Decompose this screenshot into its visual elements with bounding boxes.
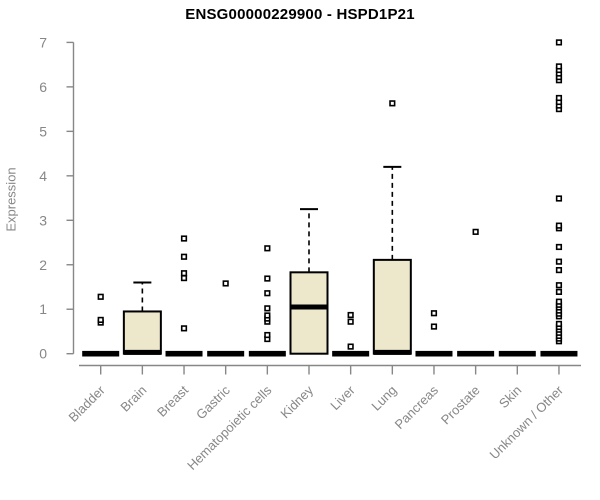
x-tick-label: Prostate bbox=[438, 383, 483, 428]
collapsed-box-gastric bbox=[207, 350, 245, 357]
outlier-point bbox=[264, 305, 271, 312]
outlier-point bbox=[430, 323, 438, 330]
outlier-point bbox=[430, 310, 438, 317]
box-kidney bbox=[289, 271, 329, 355]
y-tick-label: 4 bbox=[39, 168, 47, 184]
outlier-point bbox=[555, 282, 563, 289]
outlier-point bbox=[347, 311, 354, 319]
outlier-point bbox=[264, 290, 271, 297]
outlier-point bbox=[555, 258, 563, 265]
outlier-point bbox=[222, 280, 229, 287]
x-tick-label: Unknown / Other bbox=[486, 382, 566, 462]
collapsed-box-breast bbox=[165, 350, 203, 357]
x-tick-label: Bladder bbox=[66, 382, 109, 425]
x-tick-label: Kidney bbox=[277, 382, 316, 421]
y-tick-label: 3 bbox=[39, 212, 47, 228]
y-tick-label: 5 bbox=[39, 123, 47, 139]
x-tick-label: Brain bbox=[117, 383, 149, 415]
x-tick-label: Breast bbox=[154, 382, 191, 419]
x-tick-label: Skin bbox=[496, 383, 524, 411]
chart-title: ENSG00000229900 - HSPD1P21 bbox=[185, 6, 415, 23]
x-tick-label: Gastric bbox=[193, 382, 233, 422]
box-brain bbox=[122, 310, 162, 355]
collapsed-box-prostate bbox=[457, 350, 495, 357]
outlier-point bbox=[389, 100, 396, 107]
outlier-point bbox=[180, 325, 188, 332]
outlier-point bbox=[264, 245, 271, 252]
collapsed-box-hematopoietic-cells bbox=[248, 350, 286, 357]
y-tick-label: 2 bbox=[39, 257, 47, 273]
collapsed-box-unknown-other bbox=[540, 350, 578, 357]
outlier-point bbox=[555, 243, 563, 251]
outlier-point bbox=[264, 331, 271, 339]
outlier-point bbox=[555, 195, 563, 202]
y-tick-label: 7 bbox=[39, 34, 47, 50]
outlier-point bbox=[97, 316, 104, 324]
collapsed-box-pancreas bbox=[415, 350, 453, 357]
outlier-point bbox=[555, 266, 563, 274]
x-tick-label: Liver bbox=[327, 382, 358, 413]
collapsed-box-liver bbox=[332, 350, 370, 357]
outlier-point bbox=[264, 275, 271, 282]
x-tick-label: Lung bbox=[368, 383, 399, 414]
collapsed-box-skin bbox=[498, 350, 536, 357]
y-tick-label: 0 bbox=[39, 346, 47, 362]
outlier-point bbox=[555, 63, 563, 70]
outlier-point bbox=[555, 298, 563, 305]
outlier-point bbox=[180, 270, 188, 277]
box-lung bbox=[372, 258, 412, 355]
outlier-point bbox=[347, 343, 354, 350]
outlier-point bbox=[555, 94, 563, 102]
x-tick-label: Pancreas bbox=[392, 382, 442, 432]
outlier-point bbox=[472, 228, 479, 235]
outlier-point bbox=[347, 318, 354, 325]
outlier-point bbox=[555, 320, 563, 328]
y-axis-label: Expression bbox=[3, 167, 19, 232]
y-tick-label: 1 bbox=[39, 301, 47, 317]
outlier-point bbox=[555, 288, 563, 295]
y-tick-label: 6 bbox=[39, 79, 47, 95]
outlier-point bbox=[264, 312, 271, 319]
outlier-point bbox=[97, 293, 104, 300]
outlier-point bbox=[180, 235, 188, 242]
collapsed-box-bladder bbox=[82, 350, 120, 357]
outlier-point bbox=[555, 39, 563, 46]
outlier-point bbox=[555, 222, 563, 229]
outlier-point bbox=[180, 275, 188, 282]
outlier-point bbox=[180, 253, 188, 260]
